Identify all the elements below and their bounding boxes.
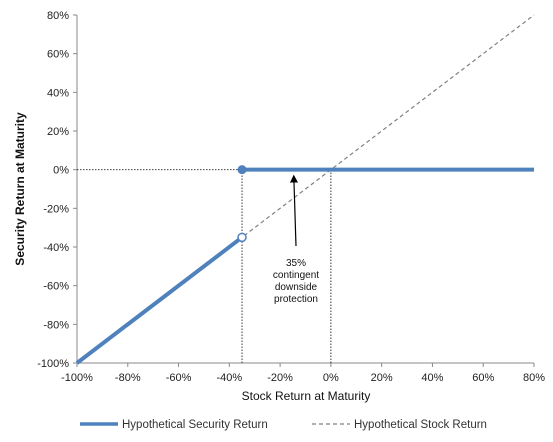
annotation-arrow	[289, 174, 298, 247]
y-tick-label: -80%	[43, 319, 69, 331]
annotation-text-line: downside	[275, 282, 318, 293]
annotation-text-line: contingent	[273, 270, 319, 281]
x-tick-label: 60%	[472, 372, 494, 384]
series-stock-return-line	[76, 14, 535, 364]
y-axis-title: Security Return at Maturity	[13, 112, 27, 266]
reference-lines	[77, 169, 332, 363]
tick-labels: 80% 60% 40% 20% 0% -20% -40% -60% -80% -100% -100%…	[37, 10, 545, 384]
y-tick-label: -40%	[43, 242, 69, 254]
y-tick-label: 20%	[47, 126, 69, 138]
y-tick-label: 0%	[53, 165, 69, 177]
axes	[73, 14, 535, 367]
series-security-return-segment	[75, 235, 244, 365]
open-point-marker	[237, 232, 247, 243]
x-tick-label: -20%	[267, 372, 293, 384]
x-tick-label: 0%	[323, 372, 339, 384]
x-tick-label: 80%	[523, 372, 545, 384]
x-tick-label: -80%	[115, 372, 141, 384]
x-tick-label: 40%	[421, 372, 443, 384]
annotation-text-line: 35%	[286, 258, 306, 269]
y-tick-label: -60%	[43, 281, 69, 293]
y-tick-label: 40%	[47, 87, 69, 99]
x-tick-label: -40%	[216, 372, 242, 384]
legend: Hypothetical Security Return Hypothetica…	[80, 419, 487, 431]
series-layer	[75, 14, 535, 365]
x-tick-label: -60%	[166, 372, 192, 384]
y-tick-label: -20%	[43, 203, 69, 215]
y-tick-label: -100%	[37, 358, 69, 370]
y-tick-label: 80%	[47, 10, 69, 22]
x-axis-title: Stock Return at Maturity	[242, 389, 371, 403]
filled-point-marker	[237, 165, 247, 175]
y-tick-label: 60%	[47, 49, 69, 61]
legend-label-security: Hypothetical Security Return	[122, 419, 268, 431]
annotation-text-line: protection	[274, 294, 318, 305]
legend-label-stock: Hypothetical Stock Return	[354, 419, 487, 431]
x-tick-label: -100%	[61, 372, 93, 384]
x-tick-label: 20%	[371, 372, 393, 384]
